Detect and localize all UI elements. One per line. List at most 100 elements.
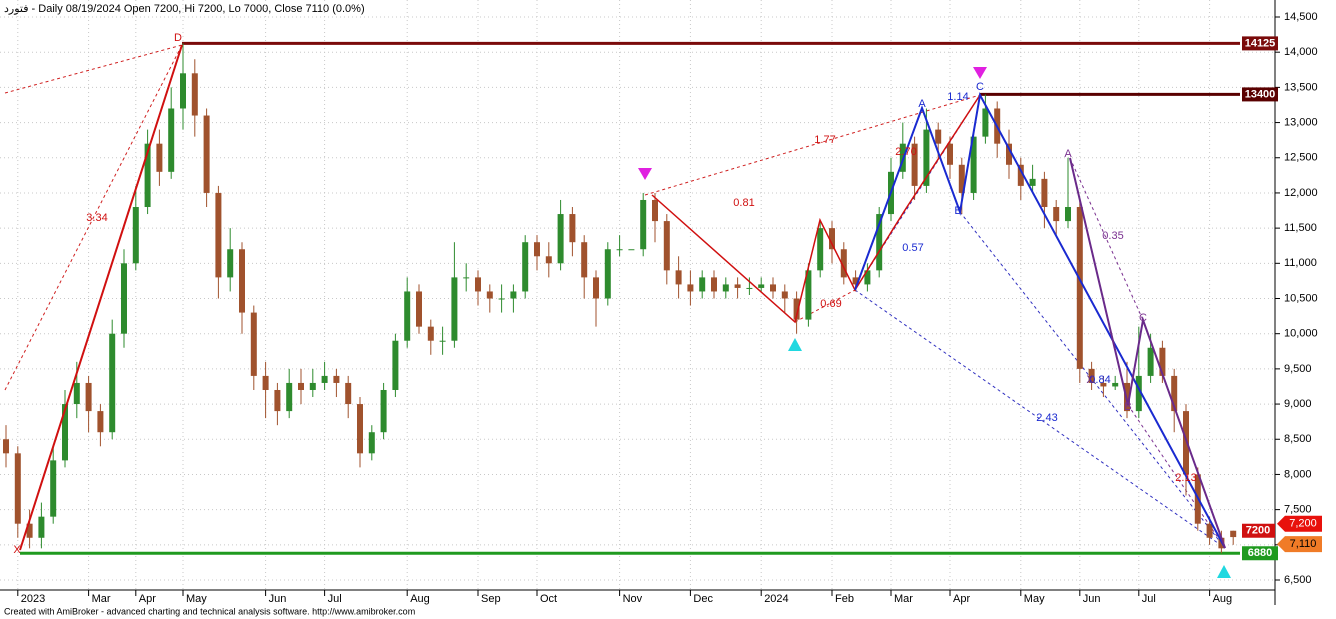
level-label: 13400 — [1245, 88, 1276, 100]
annotation: 2.13 — [1175, 472, 1196, 484]
y-tick-label: 6,500 — [1284, 574, 1312, 586]
candle-body — [85, 382, 92, 412]
candle-body — [1135, 375, 1142, 412]
candle-body — [876, 214, 883, 271]
candle-body — [475, 277, 481, 292]
y-tick-label: 8,500 — [1284, 433, 1312, 445]
candle-body — [109, 333, 116, 433]
pattern-line — [854, 91, 1226, 549]
candle-body — [852, 277, 859, 285]
marker-down — [638, 168, 652, 180]
y-tick-label: 8,000 — [1284, 468, 1312, 480]
candle-body — [1112, 382, 1119, 387]
x-tick-label: Apr — [139, 593, 156, 605]
candle-body — [982, 108, 989, 137]
price-tag — [1242, 523, 1275, 538]
candle-body — [62, 404, 68, 461]
candle-body — [451, 277, 458, 341]
marker-up — [788, 338, 802, 351]
x-tick-label: Apr — [953, 593, 970, 605]
x-tick-label: Jul — [328, 593, 342, 605]
candle-body — [510, 291, 517, 299]
candle-body — [345, 382, 352, 405]
x-tick-label: Mar — [894, 593, 913, 605]
x-tick-label: Feb — [835, 593, 854, 605]
candle-body — [545, 256, 552, 264]
candle-body — [687, 284, 694, 292]
candle-body — [191, 73, 198, 116]
candle-body — [829, 228, 835, 250]
annotation: 0.84 — [1089, 374, 1110, 386]
x-tick-label: 2023 — [21, 593, 45, 605]
price-tag — [1277, 536, 1322, 553]
y-tick-label: 14,000 — [1284, 46, 1318, 58]
candle-body — [958, 164, 965, 193]
candle-body — [628, 249, 635, 251]
pattern-line — [4, 44, 183, 391]
pattern-line — [651, 94, 981, 324]
x-tick-label: Dec — [693, 593, 713, 605]
candle-body — [581, 242, 588, 278]
candle-body — [864, 270, 871, 285]
candle-body — [215, 192, 222, 278]
candle-body — [3, 439, 9, 454]
level-tag — [1242, 546, 1278, 561]
candle-body — [239, 249, 245, 313]
candle-body — [1100, 382, 1107, 387]
candle-body — [97, 411, 104, 433]
candle-body — [593, 277, 599, 299]
candle-body — [663, 221, 670, 271]
annotation: C — [976, 81, 984, 93]
pattern-line — [1069, 157, 1226, 549]
candle-body — [14, 453, 21, 524]
annotation: D — [174, 32, 182, 44]
annotation: 1.77 — [814, 134, 835, 146]
annotation: 0.69 — [820, 298, 841, 310]
candle-body — [50, 460, 57, 517]
annotation: X — [13, 544, 21, 556]
x-tick-label: Nov — [623, 593, 643, 605]
x-tick-label: Aug — [410, 593, 430, 605]
candle-body — [1088, 368, 1095, 383]
candle-body — [1017, 164, 1024, 186]
candle-body — [640, 199, 647, 250]
annotation: 3.34 — [86, 212, 107, 224]
chart-title: فتورد - Daily 08/19/2024 Open 7200, Hi 7… — [4, 3, 365, 15]
candle-body — [121, 263, 127, 334]
annotation: X — [1086, 374, 1094, 386]
candle-body — [357, 404, 363, 454]
price-tag-label: 7,200 — [1289, 518, 1317, 530]
candle-body — [781, 291, 788, 299]
candle-body — [180, 73, 186, 109]
candle-body — [1171, 375, 1178, 412]
candle-body — [534, 242, 540, 257]
y-tick-label: 12,000 — [1284, 187, 1318, 199]
price-tag-label: 7200 — [1246, 525, 1270, 537]
candle-body — [250, 312, 257, 376]
candle-body — [616, 249, 623, 251]
candle-body — [557, 214, 564, 264]
y-tick-label: 11,000 — [1284, 257, 1317, 269]
candle-body — [911, 143, 918, 186]
level-label: 6880 — [1248, 547, 1272, 559]
candle-body — [486, 291, 493, 299]
candle-body — [38, 516, 45, 538]
annotation: 0.81 — [733, 197, 754, 209]
candle-body — [722, 284, 729, 292]
candle-body — [274, 389, 281, 412]
candle-body — [309, 382, 316, 390]
candle-body — [1076, 207, 1083, 369]
marker-down — [973, 67, 987, 79]
candle-body — [392, 340, 399, 390]
y-tick-label: 12,500 — [1284, 152, 1318, 164]
candle-body — [923, 129, 930, 186]
candle-body — [770, 284, 776, 292]
x-tick-label: Jul — [1142, 593, 1156, 605]
candle-body — [970, 136, 977, 193]
candle-body — [522, 242, 529, 292]
candle-body — [1053, 207, 1060, 222]
candle-body — [132, 207, 139, 264]
candle-body — [734, 284, 741, 288]
candle-body — [333, 375, 340, 383]
